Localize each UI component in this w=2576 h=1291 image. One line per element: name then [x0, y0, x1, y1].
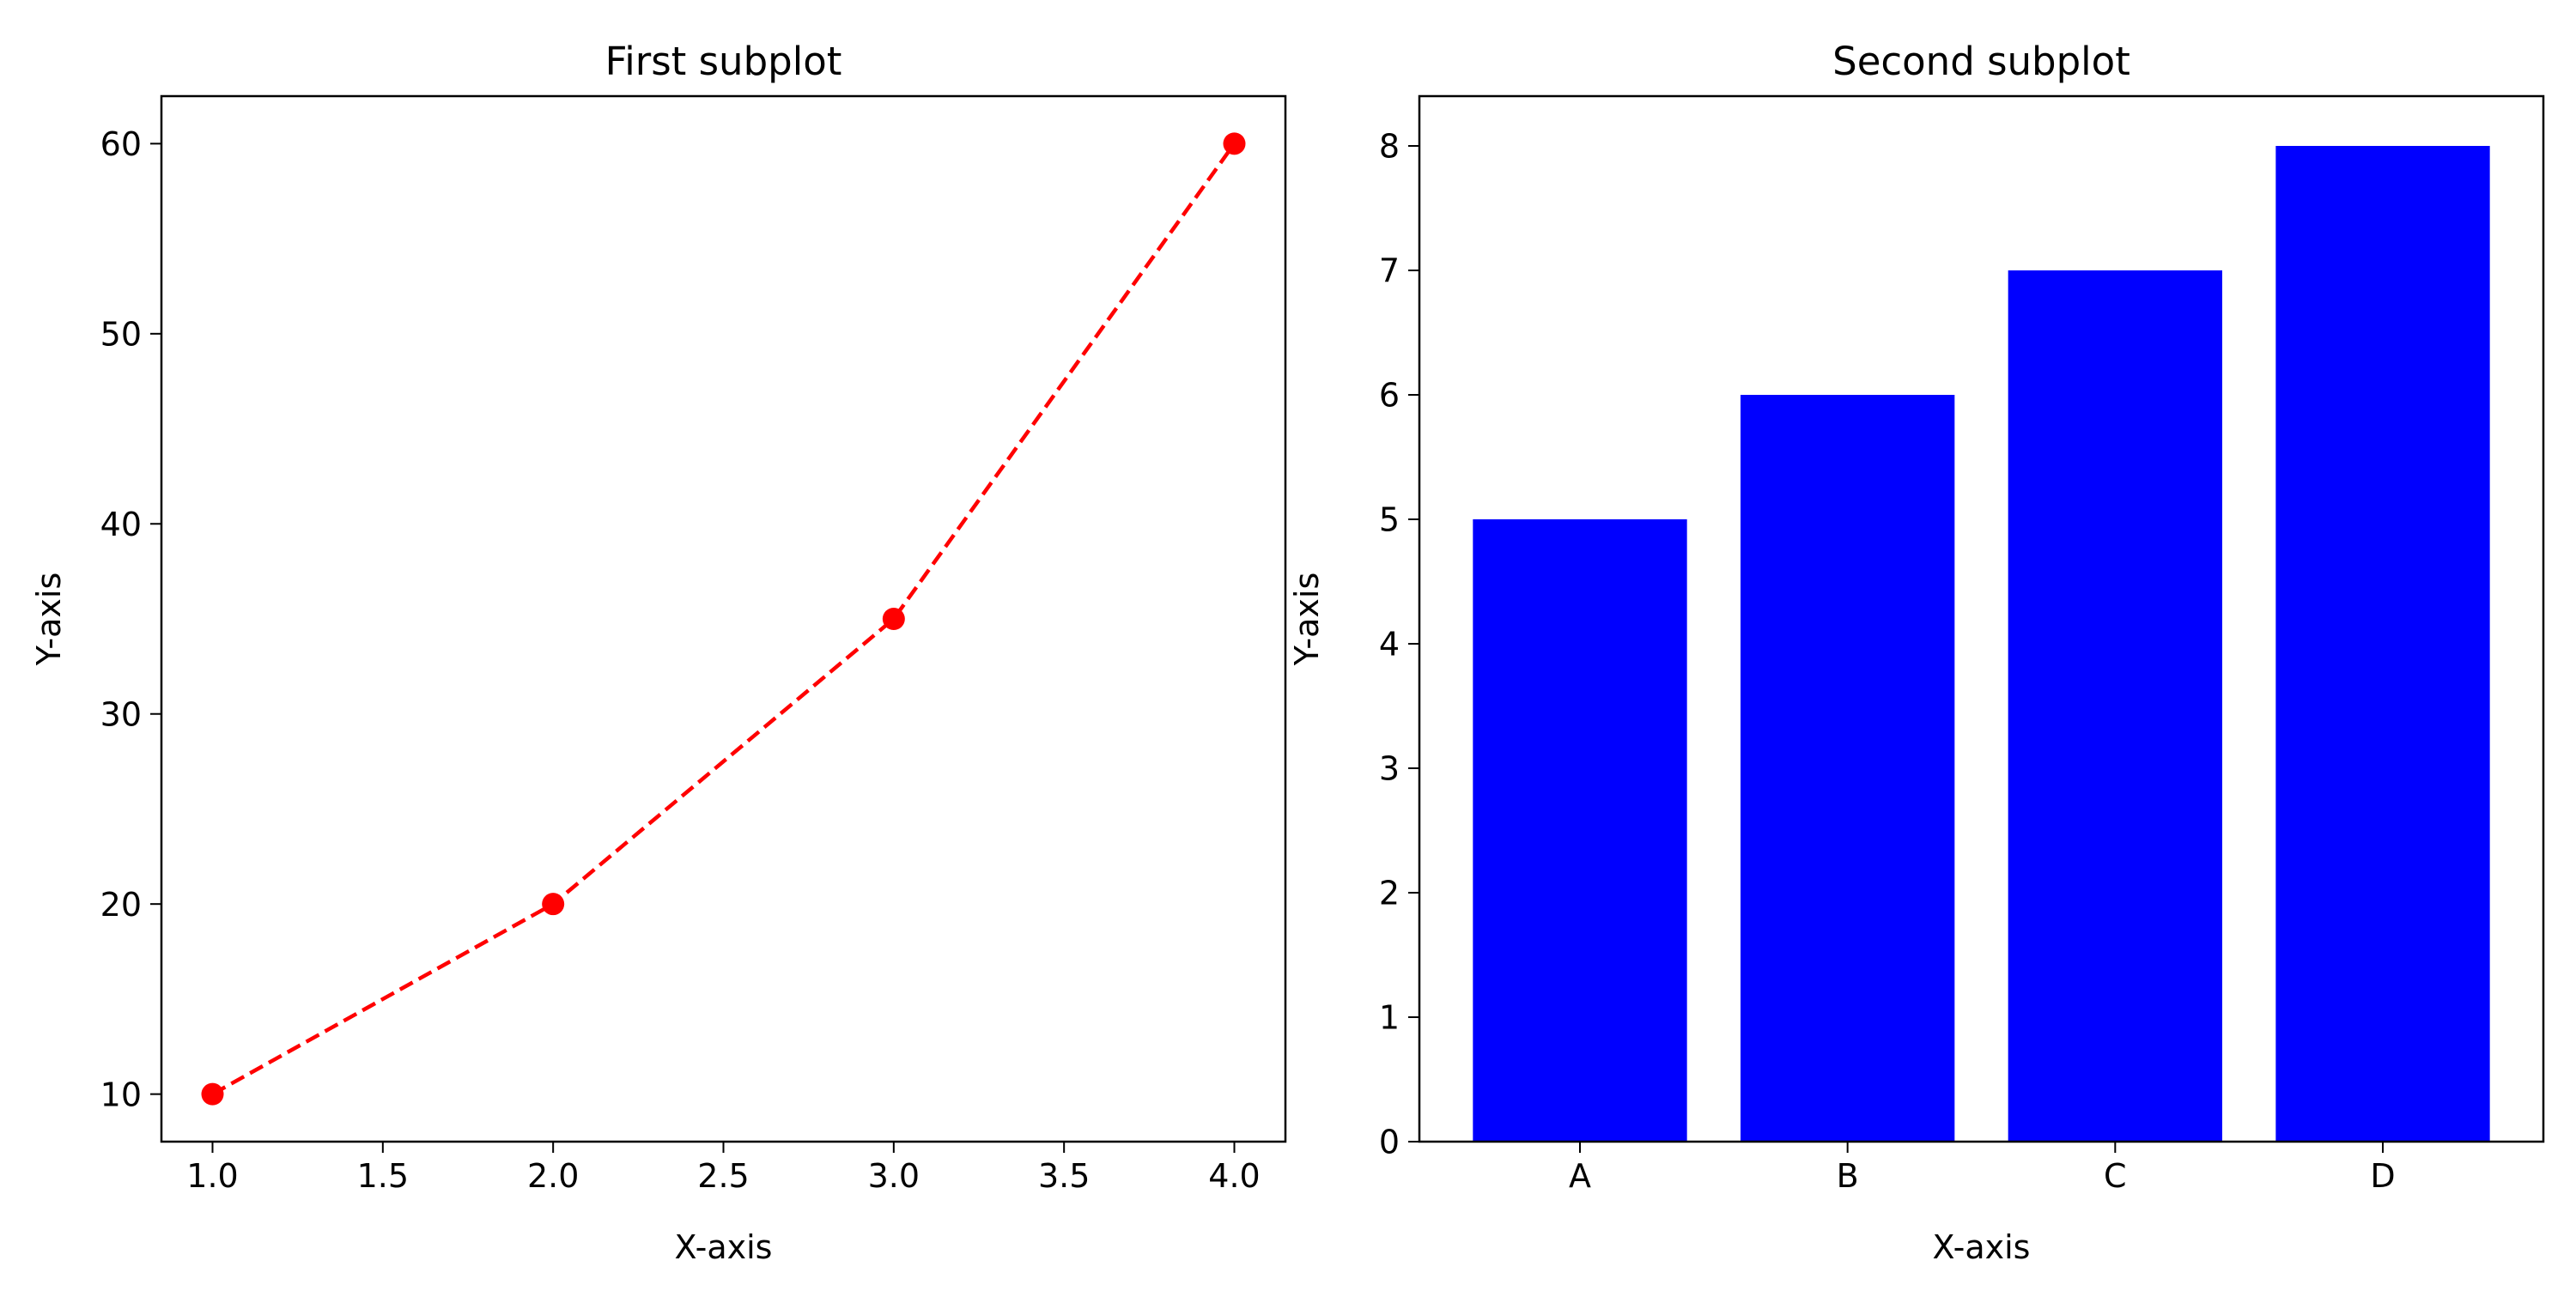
y-tick-label: 20 — [100, 886, 142, 924]
y-tick-label: 10 — [100, 1076, 142, 1113]
x-tick-label: A — [1569, 1157, 1591, 1195]
y-tick-label: 60 — [100, 125, 142, 163]
y-tick-label: 7 — [1379, 252, 1400, 290]
bar — [2275, 146, 2490, 1142]
x-tick-label: 1.0 — [186, 1157, 238, 1195]
y-tick-label: 8 — [1379, 128, 1400, 166]
series-line — [211, 142, 1236, 1096]
y-tick-label: 2 — [1379, 875, 1400, 912]
bar — [1741, 395, 1955, 1142]
data-point — [542, 893, 565, 916]
y-axis-label: Y-axis — [1288, 573, 1326, 667]
y-tick-label: 0 — [1379, 1124, 1400, 1161]
x-axis-label: X-axis — [675, 1228, 773, 1266]
bar-chart-panel: A B C D Second subplot X-axis Y-axis 0 1 2 3 4 5 6 7 8 — [1288, 39, 2545, 1266]
x-tick-label: B — [1837, 1157, 1859, 1195]
x-tick-label: 3.0 — [868, 1157, 920, 1195]
y-tick-label: 50 — [100, 315, 142, 353]
y-tick-label: 3 — [1379, 750, 1400, 788]
x-tick-label: 2.5 — [697, 1157, 749, 1195]
y-tick-label: 1 — [1379, 999, 1400, 1037]
x-tick-label: 3.5 — [1038, 1157, 1090, 1195]
chart-title: First subplot — [605, 39, 842, 84]
data-point — [1223, 132, 1246, 155]
data-point — [201, 1082, 224, 1106]
y-tick-label: 40 — [100, 506, 142, 543]
chart-title: Second subplot — [1832, 39, 2130, 84]
y-tick-label: 30 — [100, 695, 142, 733]
x-tick-label: D — [2370, 1157, 2395, 1195]
plot-frame — [160, 94, 1287, 1143]
bar — [1473, 519, 1687, 1142]
line-chart-panel: First subplot X-axis Y-axis 10 20 30 40 50 60 1.0… — [30, 39, 1287, 1266]
y-tick-label: 5 — [1379, 501, 1400, 539]
y-tick-label: 4 — [1379, 626, 1400, 664]
x-tick-label: 4.0 — [1208, 1157, 1260, 1195]
plot-frame — [1418, 94, 2545, 1143]
x-axis-label: X-axis — [1933, 1228, 2031, 1266]
y-tick-label: 6 — [1379, 377, 1400, 415]
data-point — [882, 608, 905, 630]
bar — [2008, 270, 2222, 1142]
y-axis-label: Y-axis — [30, 573, 68, 667]
x-tick-label: 2.0 — [527, 1157, 579, 1195]
x-tick-label: 1.5 — [357, 1157, 409, 1195]
x-tick-label: C — [2104, 1157, 2127, 1195]
